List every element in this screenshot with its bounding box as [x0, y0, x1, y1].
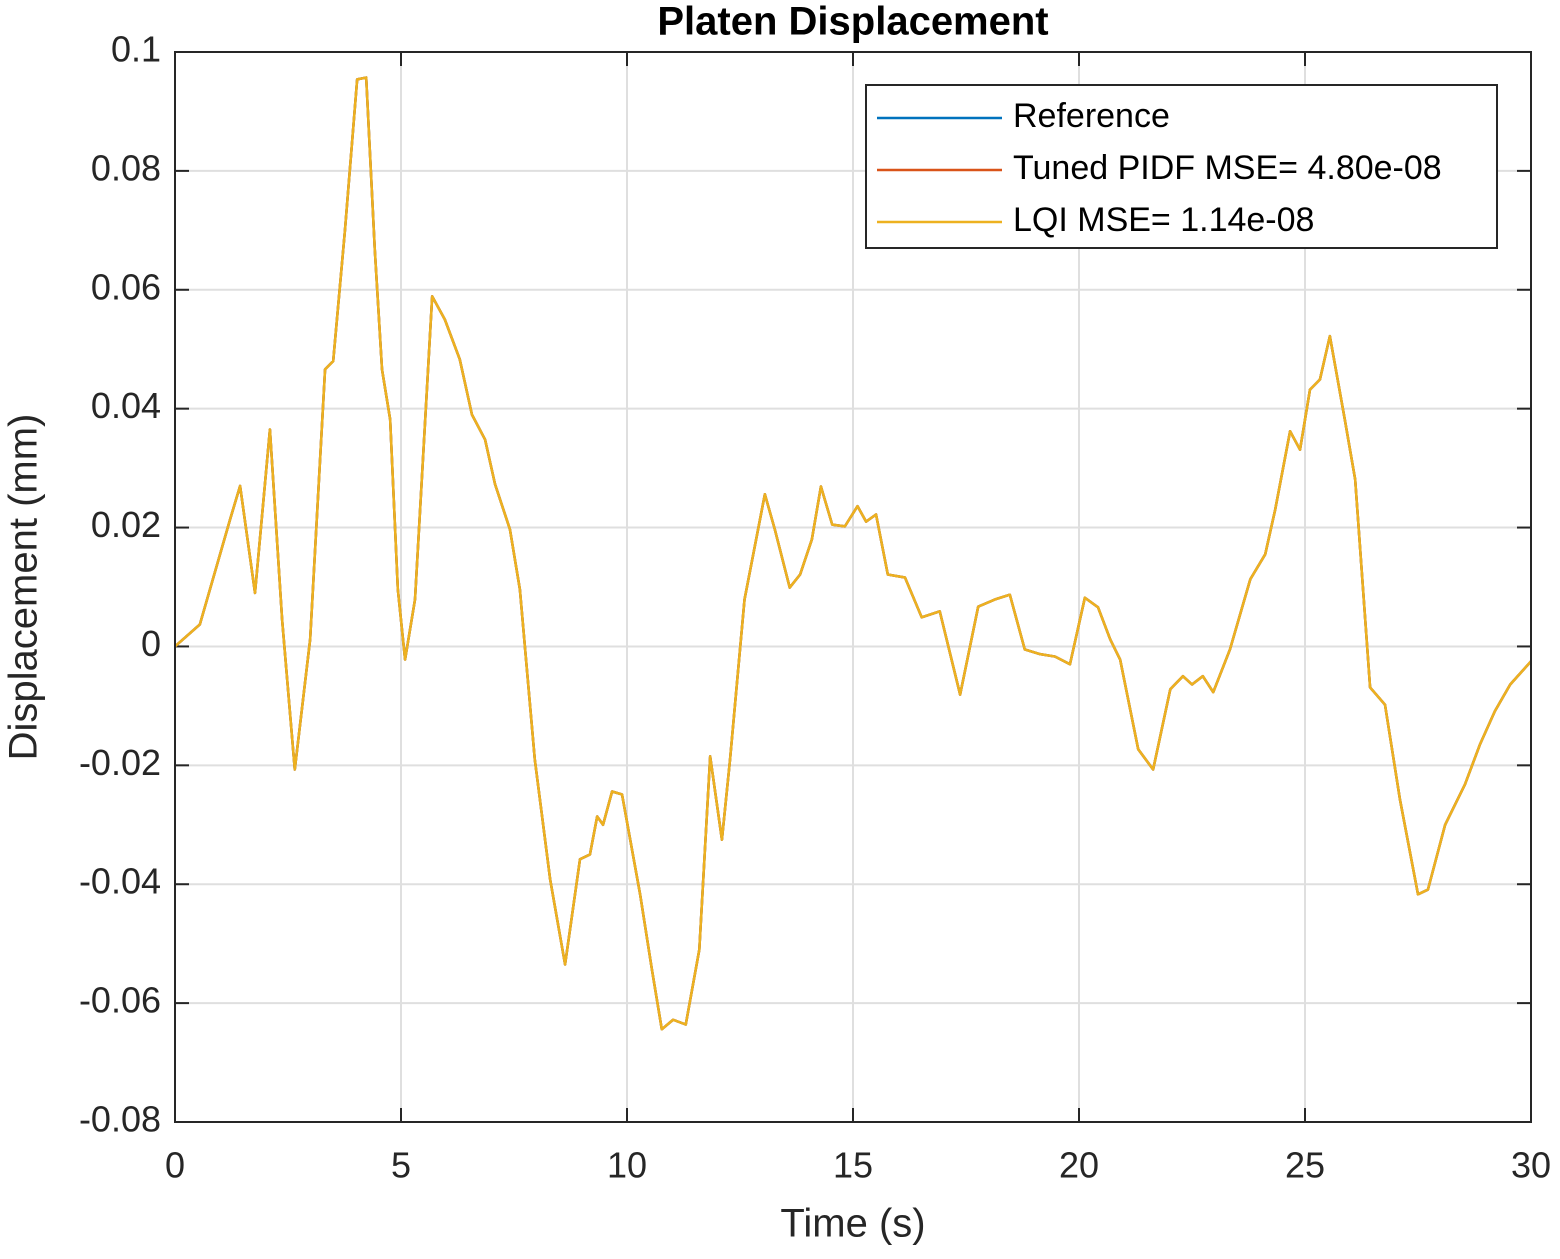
- legend-label: LQI MSE= 1.14e-08: [1013, 201, 1314, 239]
- data-line: [174, 76, 1532, 1031]
- y-tick-label: 0.02: [91, 504, 161, 545]
- y-tick-label: -0.06: [79, 980, 161, 1021]
- x-axis-label: Time (s): [780, 1202, 925, 1246]
- x-tick-label: 25: [1285, 1145, 1325, 1186]
- y-tick-label: 0.06: [91, 266, 161, 307]
- y-tick-label: 0.08: [91, 147, 161, 188]
- y-tick-label: 0: [141, 623, 161, 664]
- x-tick-label: 10: [607, 1145, 647, 1186]
- legend-label: Reference: [1013, 97, 1170, 135]
- chart-title: Platen Displacement: [657, 0, 1048, 44]
- x-tick-label: 15: [833, 1145, 873, 1186]
- y-tick-label: 0.04: [91, 385, 161, 426]
- plot-frame: [174, 51, 1532, 1123]
- y-tick-label: 0.1: [111, 29, 161, 70]
- x-tick-label: 0: [165, 1145, 185, 1186]
- x-tick-label: 20: [1059, 1145, 1099, 1186]
- legend-label: Tuned PIDF MSE= 4.80e-08: [1013, 149, 1442, 187]
- x-tick-label: 5: [391, 1145, 411, 1186]
- y-tick-label: -0.02: [79, 742, 161, 783]
- y-tick-label: -0.04: [79, 861, 161, 902]
- x-tick-label: 30: [1511, 1145, 1551, 1186]
- y-axis-label: Displacement (mm): [2, 414, 46, 761]
- y-tick-label: -0.08: [79, 1099, 161, 1140]
